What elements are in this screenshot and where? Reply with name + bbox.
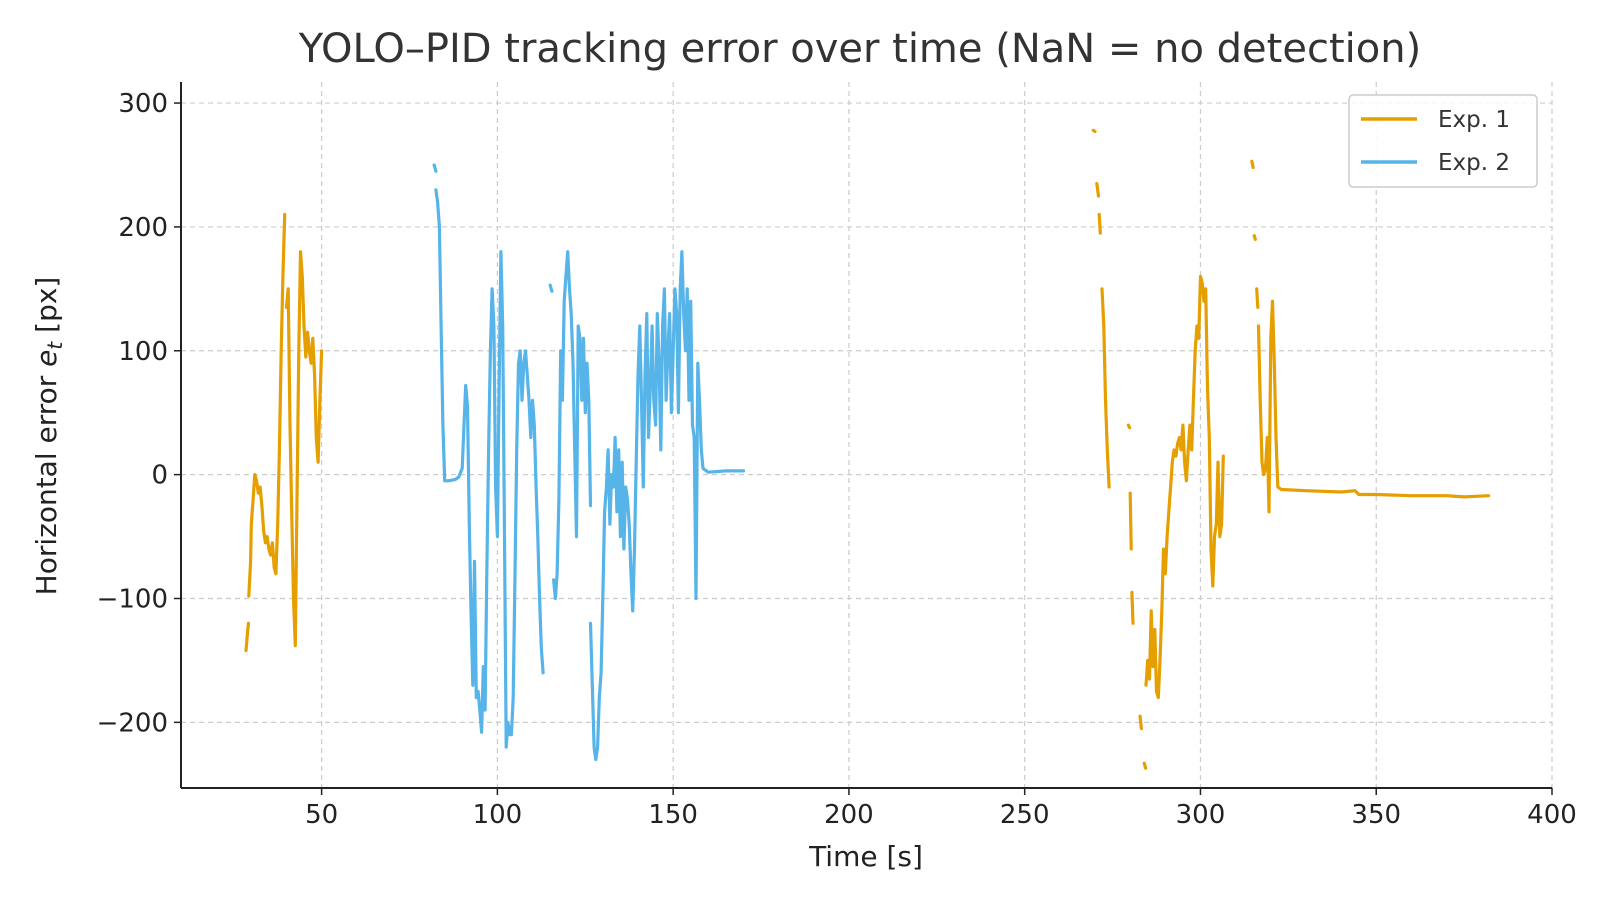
y-tick-label: −100 (97, 584, 168, 614)
x-tick-label: 50 (305, 800, 338, 830)
x-tick-label: 250 (1000, 800, 1050, 830)
y-tick-label: 0 (151, 461, 168, 491)
series-line-segment (1091, 128, 1097, 134)
series-line-segment (588, 250, 746, 762)
axes (174, 82, 1553, 795)
y-tick-label: 300 (118, 89, 168, 119)
series-exp-2 (432, 163, 746, 762)
plot-area (244, 128, 1491, 770)
series-line-segment (1144, 274, 1225, 700)
x-tick-label: 150 (648, 800, 698, 830)
series-line-segment (1097, 212, 1102, 235)
grid-lines (181, 82, 1553, 788)
series-line-segment (1142, 761, 1148, 770)
y-axis-title-main: Horizontal error (30, 367, 63, 596)
series-line-segment (247, 212, 287, 598)
series-line-segment (1100, 287, 1111, 489)
legend-label-exp-2: Exp. 2 (1438, 150, 1510, 176)
series-exp-1 (244, 128, 1491, 770)
y-axis-title-sub: t (43, 341, 67, 350)
x-axis-title: Time [s] (808, 840, 923, 873)
series-line-segment (1252, 234, 1257, 241)
y-tick-label: 200 (118, 213, 168, 243)
series-line-segment (548, 283, 554, 293)
series-line-segment (244, 621, 251, 653)
series-line-segment (1250, 159, 1255, 170)
y-axis-title-unit: [px] (30, 277, 63, 342)
chart-title: YOLO–PID tracking error over time (NaN =… (298, 26, 1421, 72)
x-tick-label: 200 (824, 800, 874, 830)
series-line-segment (432, 163, 438, 173)
series-line-segment (1138, 714, 1144, 731)
series-line-segment (1255, 287, 1260, 309)
x-tick-label: 350 (1351, 800, 1401, 830)
legend-label-exp-1: Exp. 1 (1438, 107, 1510, 133)
x-tick-label: 300 (1176, 800, 1226, 830)
x-tick-label: 100 (473, 800, 523, 830)
y-axis-title-var: e (30, 350, 63, 367)
series-line-segment (434, 188, 545, 749)
x-tick-label: 400 (1527, 800, 1577, 830)
legend: Exp. 1 Exp. 2 (1348, 94, 1538, 188)
y-tick-label: −200 (97, 708, 168, 738)
series-line-segment (551, 250, 593, 601)
series-line-segment (1256, 299, 1491, 514)
series-line-segment (1095, 182, 1101, 198)
tick-labels: 50 100 150 200 250 300 350 400 300 200 100 0 −100 −20… (97, 89, 1577, 830)
y-axis-title: Horizontal error et [px] (30, 277, 67, 596)
series-line-segment (284, 250, 324, 648)
series-line-segment (1126, 423, 1132, 430)
y-tick-label: 100 (118, 337, 168, 367)
series-line-segment (1128, 491, 1133, 551)
series-line-segment (1130, 590, 1135, 625)
